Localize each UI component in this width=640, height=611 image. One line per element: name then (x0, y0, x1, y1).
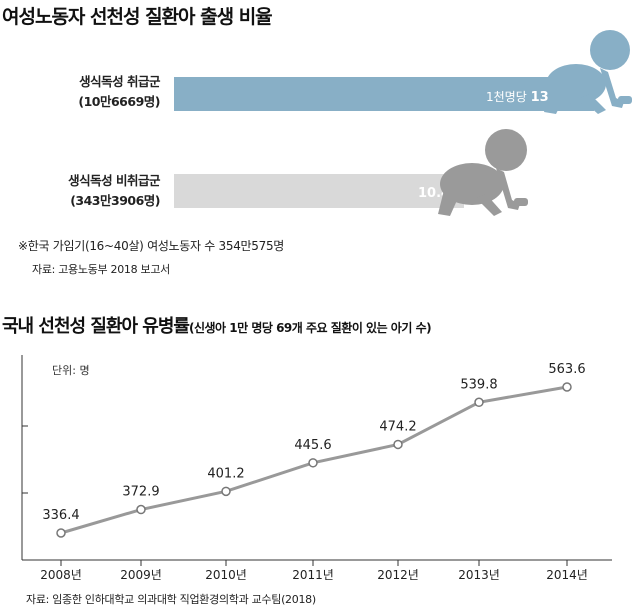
data-point-2008년 (56, 528, 66, 538)
line-chart-subtitle: (신생아 1만 명당 69개 주요 질환이 있는 아기 수) (188, 321, 432, 335)
bar-category-count: (10만6669명) (78, 94, 160, 109)
bar-value-prefix: 1천명당 (486, 90, 531, 104)
bar-category-count: (343만3906명) (70, 193, 160, 208)
bar-exposed (174, 77, 594, 111)
data-point-2010년 (221, 486, 231, 497)
line-chart-title-main: 국내 선천성 질환아 유병률 (2, 316, 190, 337)
line-chart-source: 자료: 임종한 인하대학교 의과대학 직업환경의학과 교수팀(2018) (26, 593, 316, 606)
data-point-2012년 (393, 439, 403, 450)
bar-category-label-1: 생식독성 취급군 (10만6669명) (10, 72, 160, 112)
crawling-baby-blue-icon (544, 30, 632, 114)
line-chart-title: 국내 선천성 질환아 유병률(신생아 1만 명당 69개 주요 질환이 있는 아… (2, 312, 432, 338)
crawling-baby-gray-icon (438, 129, 528, 216)
x-tick-label-2008년: 2008년 (40, 568, 82, 582)
data-point-2013년 (474, 397, 484, 408)
bar-category-name: 생식독성 취급군 (79, 74, 160, 89)
bar-chart-title: 여성노동자 선천성 질환아 출생 비율 (2, 6, 273, 28)
bar-unexposed (174, 174, 464, 208)
x-tick-label-2011년: 2011년 (292, 568, 334, 582)
data-point-2009년 (136, 504, 146, 515)
x-tick-label-2012년: 2012년 (377, 568, 419, 582)
population-note: ※한국 가임기(16~40살) 여성노동자 수 354만575명 (18, 239, 285, 253)
data-point-2011년 (308, 458, 318, 468)
x-tick-label-2010년: 2010년 (205, 568, 247, 582)
data-point-2014년 (562, 382, 572, 392)
data-label-2008년: 336.4 (42, 508, 79, 523)
data-label-2014년: 563.6 (548, 362, 585, 377)
bar-category-name: 생식독성 비취급군 (68, 173, 160, 188)
bar-chart-source: 자료: 고용노동부 2018 보고서 (32, 263, 170, 276)
data-label-2013년: 539.8 (460, 377, 497, 392)
unit-label: 단위: 명 (52, 364, 90, 377)
data-label-2012년: 474.2 (379, 419, 416, 434)
x-tick-label-2009년: 2009년 (120, 568, 162, 582)
data-label-2010년: 401.2 (207, 466, 244, 481)
bar-category-label-2: 생식독성 비취급군 (343만3906명) (10, 171, 160, 211)
x-tick-label-2014년: 2014년 (546, 568, 588, 582)
x-tick-label-2013년: 2013년 (458, 568, 500, 582)
data-label-2009년: 372.9 (122, 485, 159, 500)
data-label-2011년: 445.6 (294, 438, 331, 453)
